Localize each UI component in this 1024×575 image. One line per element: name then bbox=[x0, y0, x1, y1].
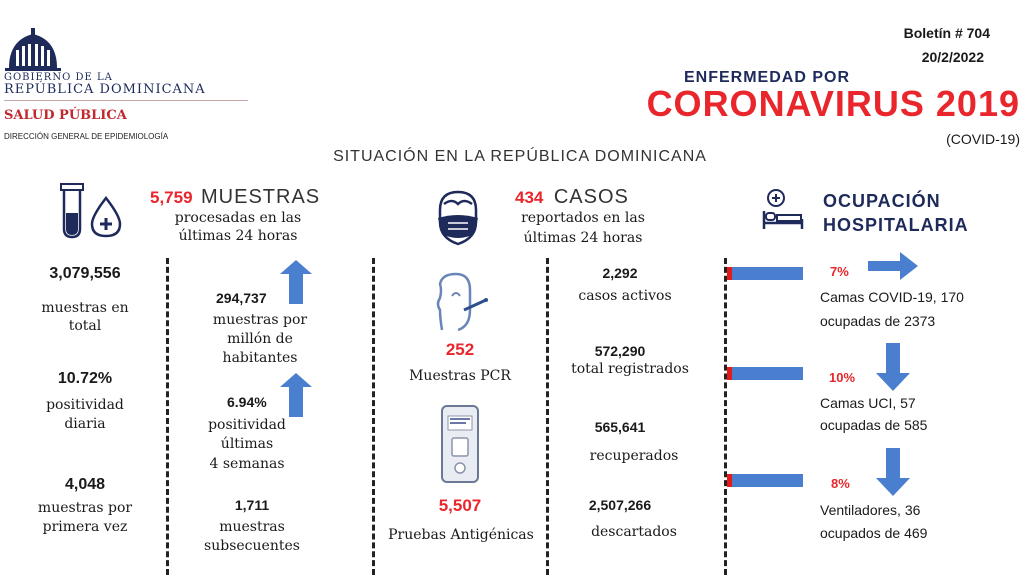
nasal-swab-icon bbox=[436, 272, 488, 332]
occupancy-pct: 10% bbox=[829, 370, 856, 385]
occupancy-label1: Camas UCI, 57 bbox=[820, 395, 916, 411]
first-time-value: 4,048 bbox=[64, 476, 106, 493]
occupancy-label2: ocupadas de 2373 bbox=[820, 313, 936, 329]
title-line3: (COVID-19) bbox=[946, 131, 1020, 147]
bulletin-date: 20/2/2022 bbox=[921, 49, 984, 65]
subsequent-label1: muestras bbox=[219, 519, 285, 535]
antigen-label: Pruebas Antigénicas bbox=[388, 527, 534, 543]
test-tube-icon bbox=[60, 183, 84, 239]
hospital-bed-icon bbox=[762, 189, 804, 229]
arrow-up-icon bbox=[280, 373, 312, 417]
pcr-label: Muestras PCR bbox=[409, 368, 511, 384]
occupancy-bar bbox=[727, 267, 803, 280]
coat-of-arms-icon bbox=[5, 28, 61, 71]
blood-drop-icon bbox=[90, 196, 122, 238]
muestras-header: 5,759 MUESTRAS bbox=[150, 186, 330, 209]
daily-positivity-label1: positividad bbox=[46, 397, 124, 413]
total-samples-value: 3,079,556 bbox=[49, 265, 121, 282]
government-logo: GOBIERNO DE LA REPÚBLICA DOMINICANA SALU… bbox=[0, 28, 270, 148]
pcr-value: 252 bbox=[445, 340, 475, 359]
muestras-sub1: procesadas en las bbox=[174, 210, 302, 226]
ocupacion-heading1: OCUPACIÓN bbox=[823, 191, 941, 211]
occupancy-label2: ocupados de 469 bbox=[820, 525, 928, 541]
active-cases-value: 2,292 bbox=[602, 265, 638, 281]
subsequent-label2: subsecuentes bbox=[204, 538, 300, 554]
masked-face-icon bbox=[438, 190, 478, 246]
title-line2: CORONAVIRUS 2019 bbox=[646, 83, 1020, 124]
title-line1: ENFERMEDAD POR bbox=[683, 69, 850, 86]
occupancy-bar bbox=[727, 367, 803, 380]
antigen-test-icon bbox=[441, 405, 479, 483]
arrow-up-icon bbox=[280, 260, 312, 304]
logo-divider bbox=[4, 100, 248, 101]
divider-1 bbox=[166, 258, 169, 575]
casos-sub2: últimas 24 horas bbox=[523, 230, 643, 246]
logo-line2: REPÚBLICA DOMINICANA bbox=[4, 82, 206, 97]
daily-positivity-value: 10.72% bbox=[57, 370, 113, 387]
casos-count: 434 bbox=[515, 188, 544, 207]
per-million-label1: muestras por bbox=[212, 312, 308, 328]
positivity-4w-label2: últimas bbox=[220, 436, 274, 452]
active-cases-label: casos activos bbox=[578, 288, 672, 304]
recovered-label: recuperados bbox=[589, 448, 679, 464]
per-million-value: 294,737 bbox=[216, 290, 267, 306]
divider-2 bbox=[372, 258, 375, 575]
positivity-4w-label3: 4 semanas bbox=[209, 456, 285, 472]
casos-header: 434 CASOS bbox=[515, 186, 665, 209]
casos-sub1: reportados en las bbox=[521, 210, 645, 226]
divider-3 bbox=[546, 258, 549, 575]
divider-4 bbox=[724, 258, 727, 575]
per-million-label2: millón de bbox=[227, 331, 293, 347]
occupancy-label2: ocupadas de 585 bbox=[820, 417, 928, 433]
total-samples-label2: total bbox=[68, 318, 102, 334]
positivity-4w-label1: positividad bbox=[208, 417, 286, 433]
subsequent-value: 1,711 bbox=[234, 497, 270, 513]
daily-positivity-label2: diaria bbox=[64, 416, 106, 432]
bulletin-number: Boletín # 704 bbox=[903, 25, 990, 41]
arrow-down-icon bbox=[876, 448, 910, 496]
logo-line3: SALUD PÚBLICA bbox=[4, 108, 127, 123]
muestras-count: 5,759 bbox=[150, 188, 193, 207]
muestras-sub2: últimas 24 horas bbox=[178, 228, 298, 244]
discarded-label: descartados bbox=[591, 524, 677, 540]
ocupacion-heading2: HOSPITALARIA bbox=[823, 215, 969, 235]
recovered-value: 565,641 bbox=[594, 419, 646, 435]
arrow-down-icon bbox=[876, 343, 910, 391]
total-samples-label1: muestras en bbox=[41, 300, 129, 316]
first-time-label1: muestras por bbox=[37, 500, 133, 516]
registered-label: total registrados bbox=[571, 361, 689, 377]
positivity-4w-value: 6.94% bbox=[227, 394, 267, 410]
occupancy-label1: Camas COVID-19, 170 bbox=[820, 289, 964, 305]
logo-line1: GOBIERNO DE LA bbox=[4, 72, 113, 83]
antigen-value: 5,507 bbox=[438, 496, 482, 515]
first-time-label2: primera vez bbox=[42, 519, 128, 535]
logo-line4: DIRECCIÓN GENERAL DE EPIDEMIOLOGÍA bbox=[4, 132, 169, 141]
muestras-heading: MUESTRAS bbox=[201, 186, 321, 208]
occupancy-label1: Ventiladores, 36 bbox=[820, 502, 921, 518]
arrow-right-icon bbox=[868, 252, 918, 280]
discarded-value: 2,507,266 bbox=[588, 497, 652, 513]
per-million-label3: habitantes bbox=[222, 350, 298, 366]
occupancy-bar bbox=[727, 474, 803, 487]
registered-value: 572,290 bbox=[594, 343, 646, 359]
casos-heading: CASOS bbox=[553, 186, 629, 208]
occupancy-pct: 7% bbox=[830, 264, 849, 279]
page-subtitle: SITUACIÓN EN LA REPÚBLICA DOMINICANA bbox=[333, 148, 707, 165]
occupancy-pct: 8% bbox=[831, 476, 850, 491]
